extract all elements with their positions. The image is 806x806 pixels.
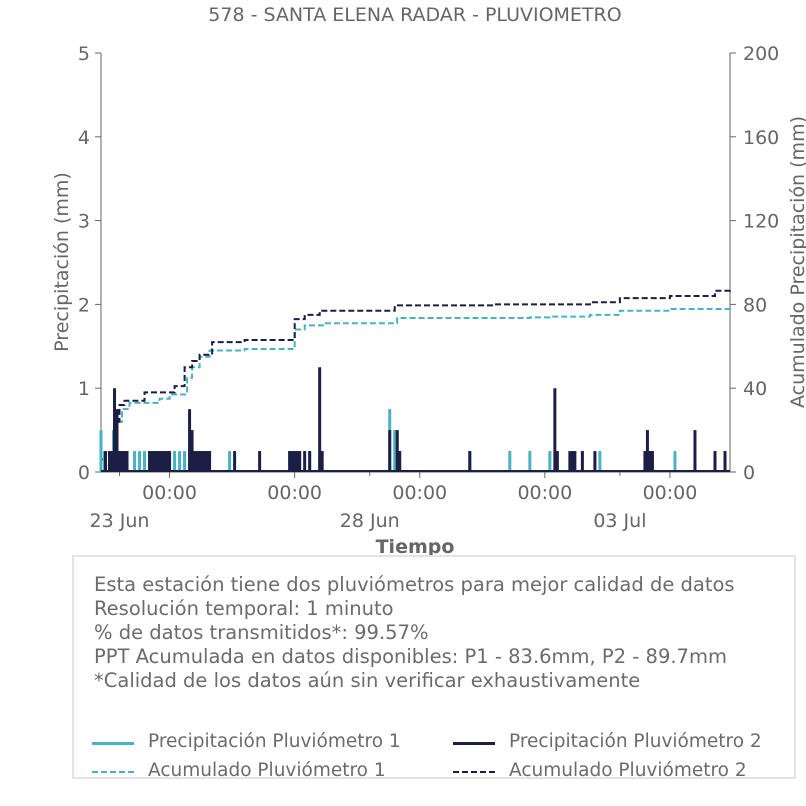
series-acumulado-pluvi-metro-2 xyxy=(101,289,731,461)
legend-swatch xyxy=(453,742,495,745)
legend-label: Acumulado Pluviómetro 2 xyxy=(509,760,747,781)
series-precipitaci-n-pluvi-metro-2 xyxy=(101,367,730,472)
x-tick-label: 00:00 xyxy=(643,482,698,504)
chart: 578 - SANTA ELENA RADAR - PLUVIOMETRO 0 1… xyxy=(51,4,806,558)
info-lines: Esta estación tiene dos pluviómetros par… xyxy=(94,573,735,693)
x-date-label: 28 Jun xyxy=(340,510,400,532)
legend-label: Acumulado Pluviómetro 1 xyxy=(148,760,386,781)
y-axis-label-left: Precipitación (mm) xyxy=(51,172,73,352)
x-tick-label: 00:00 xyxy=(267,482,322,504)
info-box: Esta estación tiene dos pluviómetros par… xyxy=(72,555,796,781)
x-tick-label: 00:00 xyxy=(392,482,447,504)
y-tick-label-left: 3 xyxy=(78,211,90,233)
legend-swatch xyxy=(92,742,134,745)
info-line: PPT Acumulada en datos disponibles: P1 -… xyxy=(94,645,727,668)
series-layer xyxy=(99,289,731,472)
y-tick-label-left: 2 xyxy=(78,294,90,316)
info-line: Resolución temporal: 1 minuto xyxy=(94,597,394,620)
y-axis-label-right: Acumulado Precipitación (mm) xyxy=(787,116,806,408)
y-tick-label-left: 5 xyxy=(78,43,90,65)
y-tick-label-left: 4 xyxy=(78,127,90,149)
legend-label: Precipitación Pluviómetro 1 xyxy=(148,731,401,752)
x-tick-label: 00:00 xyxy=(517,482,572,504)
y-tick-label-right: 160 xyxy=(743,127,779,149)
legend-swatch xyxy=(453,771,495,773)
info-line: % de datos transmitidos*: 99.57% xyxy=(94,621,429,644)
series-acumulado-pluvi-metro-1 xyxy=(101,308,731,461)
legend-swatch xyxy=(92,771,134,773)
legend-label: Precipitación Pluviómetro 2 xyxy=(509,731,762,752)
x-date-label: 03 Jul xyxy=(593,510,646,532)
info-line: Esta estación tiene dos pluviómetros par… xyxy=(94,573,735,596)
x-date-label: 23 Jun xyxy=(90,510,150,532)
y-tick-label-right: 120 xyxy=(743,211,779,233)
cumulative-line xyxy=(101,289,731,461)
info-line: *Calidad de los datos aún sin verificar … xyxy=(94,669,641,692)
y-tick-label-left: 0 xyxy=(78,462,90,484)
y-tick-label-right: 200 xyxy=(743,43,779,65)
chart-title: 578 - SANTA ELENA RADAR - PLUVIOMETRO xyxy=(208,4,621,26)
x-axis-label: Tiempo xyxy=(376,536,455,558)
y-tick-label-right: 80 xyxy=(743,294,767,316)
cumulative-line xyxy=(101,308,731,461)
x-tick-label: 00:00 xyxy=(142,482,197,504)
y-tick-label-right: 40 xyxy=(743,378,767,400)
y-tick-label-left: 1 xyxy=(78,378,90,400)
axes: 0 1 2 3 4 5 0 40 80 120 160 200 00:00 00:00 00:00 00:00… xyxy=(78,43,779,532)
y-tick-label-right: 0 xyxy=(743,462,755,484)
